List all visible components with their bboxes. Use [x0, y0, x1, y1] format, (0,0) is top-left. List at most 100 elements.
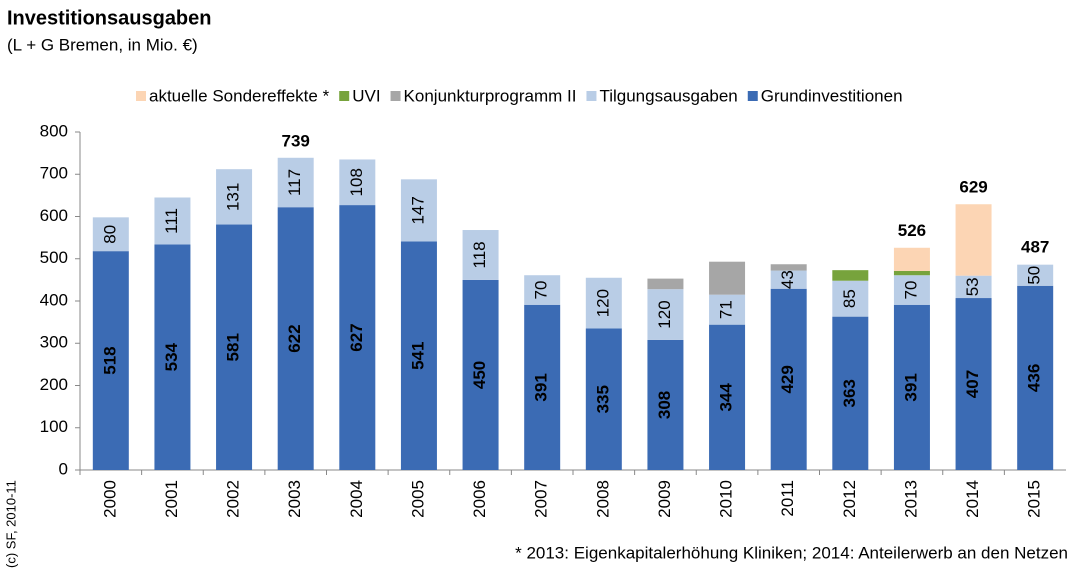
legend-swatch [390, 91, 401, 101]
data-label: 534 [162, 342, 181, 371]
chart-title: Investitionsausgaben [7, 7, 212, 29]
bar-segment [216, 169, 253, 225]
data-label: 111 [162, 208, 181, 234]
x-tick-label: 2011 [778, 480, 797, 517]
y-tick-label: 700 [40, 164, 68, 183]
x-tick-label: 2009 [655, 480, 674, 518]
x-tick-label: 2004 [347, 480, 366, 518]
bar-segment [400, 241, 437, 470]
data-label: 50 [1025, 266, 1044, 285]
legend-label: Konjunkturprogramm II [404, 86, 577, 105]
chart-subtitle: (L + G Bremen, in Mio. €) [7, 35, 198, 54]
bar-segment [893, 304, 930, 470]
bar-segment [955, 275, 992, 299]
x-tick-label: 2005 [408, 480, 427, 518]
x-tick-label: 2007 [532, 480, 551, 518]
y-tick-label: 600 [40, 206, 68, 225]
x-tick-label: 2014 [963, 480, 982, 518]
bar-segment [770, 288, 807, 470]
x-tick-label: 2000 [100, 480, 119, 518]
bar-segment [955, 298, 992, 470]
bar-segment [524, 275, 561, 305]
data-label: 518 [100, 346, 119, 374]
bar-segment [832, 270, 869, 281]
legend-label: UVI [352, 86, 380, 105]
data-label: 43 [778, 270, 797, 289]
data-label: 117 [285, 169, 304, 196]
data-label: 335 [593, 385, 612, 413]
data-label: 147 [408, 196, 427, 224]
x-tick-label: 2008 [593, 480, 612, 518]
bar-segment [92, 251, 129, 470]
y-tick-label: 500 [40, 248, 68, 267]
bar-segment [524, 304, 561, 470]
data-label: 53 [963, 277, 982, 296]
data-label: 120 [593, 289, 612, 317]
footnote: * 2013: Eigenkapitalerhöhung Kliniken; 2… [515, 543, 1068, 562]
bar-segment [216, 224, 253, 470]
y-tick-label: 400 [40, 290, 68, 309]
data-label: 71 [717, 300, 736, 319]
y-tick-label: 300 [40, 333, 68, 352]
bar-segment [400, 179, 437, 242]
bar-segment [709, 294, 746, 325]
x-tick-label: 2015 [1025, 480, 1044, 518]
x-tick-label: 2010 [717, 480, 736, 518]
source-note: (c) SF, 2010-11 [3, 480, 18, 568]
legend-label: aktuelle Sondereffekte * [149, 86, 330, 105]
data-label: 70 [901, 281, 920, 300]
bar-segment [647, 278, 684, 290]
bar-segment [893, 271, 930, 276]
bar-segment [462, 230, 499, 280]
bar-segment [955, 204, 992, 276]
data-label: 450 [470, 361, 489, 389]
data-label: 407 [963, 370, 982, 398]
legend-label: Grundinvestitionen [761, 86, 903, 105]
legend-swatch [586, 91, 597, 101]
data-label: 581 [224, 333, 243, 361]
bar-segment [462, 279, 499, 470]
bar-segment [154, 244, 191, 470]
legend-label: Tilgungsausgaben [599, 86, 737, 105]
bar-segment [893, 247, 930, 272]
data-label: 436 [1025, 364, 1044, 392]
bar-segment [832, 316, 869, 470]
data-label: 308 [655, 391, 674, 419]
data-label: 627 [347, 323, 366, 351]
data-label: 344 [717, 383, 736, 412]
data-label: 622 [285, 324, 304, 352]
data-label: 118 [470, 241, 489, 268]
bar-segment [339, 205, 376, 470]
bar-segment [893, 275, 930, 305]
y-tick-label: 0 [59, 459, 68, 478]
data-label: 391 [532, 373, 551, 401]
data-label: 70 [532, 281, 551, 300]
bar-segment [154, 197, 191, 245]
data-label: 391 [901, 373, 920, 401]
bar-segment [585, 277, 622, 329]
bar-segment [339, 159, 376, 206]
data-label: 363 [840, 379, 859, 407]
x-tick-label: 2003 [285, 480, 304, 518]
y-tick-label: 100 [40, 417, 68, 436]
data-label: 429 [778, 365, 797, 393]
legend-swatch [136, 91, 146, 101]
y-tick-label: 200 [40, 375, 68, 394]
data-label: 120 [655, 300, 674, 328]
x-tick-label: 2012 [840, 480, 859, 518]
bar-segment [647, 339, 684, 470]
data-label: 131 [224, 183, 243, 211]
y-tick-label: 800 [40, 121, 68, 140]
bar-segment [585, 328, 622, 470]
total-label: 629 [959, 178, 987, 197]
legend-swatch [747, 91, 758, 101]
data-label: 541 [408, 342, 427, 370]
total-label: 487 [1021, 238, 1049, 257]
bar-segment [770, 270, 807, 289]
data-label: 85 [840, 289, 859, 308]
x-tick-label: 2013 [901, 480, 920, 518]
total-label: 526 [898, 221, 926, 240]
bar-segment [1017, 264, 1054, 286]
x-tick-label: 2006 [470, 480, 489, 518]
